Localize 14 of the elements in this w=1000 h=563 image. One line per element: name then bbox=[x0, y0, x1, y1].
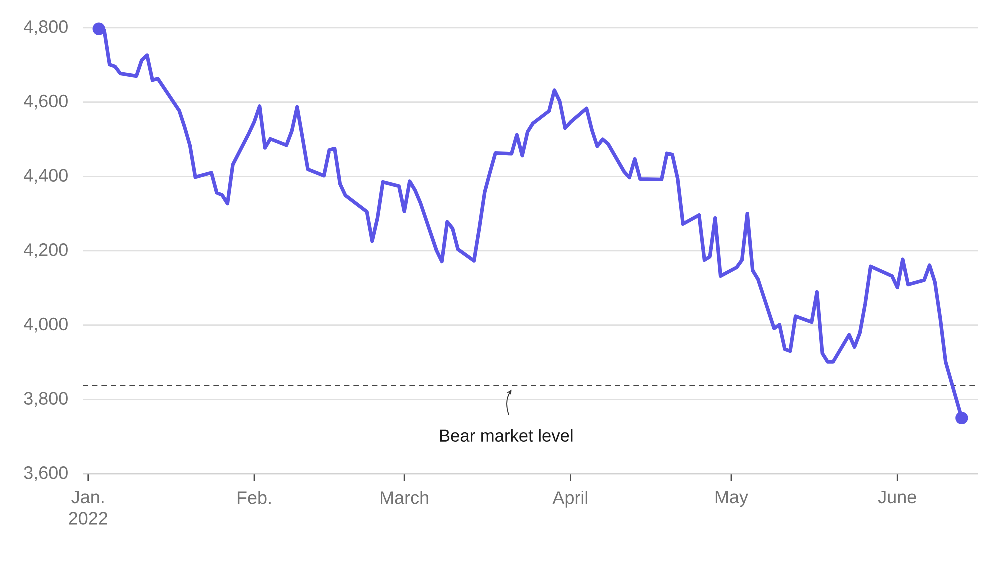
x-tick-label: March bbox=[381, 491, 428, 504]
y-tick-label: 3,800 bbox=[24, 392, 68, 408]
annotation: Bear market level bbox=[440, 429, 573, 442]
x-tick-label: Jan. 2022 bbox=[69, 491, 108, 525]
x-tick-label: April bbox=[552, 491, 588, 508]
y-tick-label: 4,600 bbox=[24, 94, 68, 110]
x-tick-label: Feb. bbox=[238, 491, 271, 504]
y-tick-label: 4,000 bbox=[24, 318, 68, 333]
y-tick-label: 4,800 bbox=[24, 20, 68, 36]
y-tick-label: 4,400 bbox=[24, 169, 68, 184]
y-tick-label: 4,200 bbox=[24, 244, 68, 258]
x-tick-label: May bbox=[716, 491, 748, 508]
x-tick-label: June bbox=[878, 491, 916, 504]
y-tick-label: 3,600 bbox=[24, 466, 68, 482]
